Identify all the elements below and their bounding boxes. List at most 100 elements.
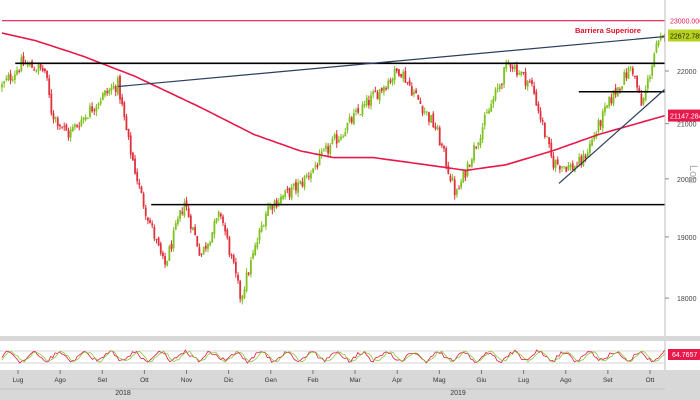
month-label: Giu bbox=[476, 377, 487, 384]
candle-body bbox=[333, 134, 336, 139]
candle-body bbox=[303, 176, 306, 188]
candle-body bbox=[127, 128, 130, 137]
candle-body bbox=[419, 100, 422, 104]
time-axis: Lug Ago Set Ott Nov Dic Gen Feb Mar Apr Mag Giu Lug A… bbox=[0, 370, 665, 397]
candle-body bbox=[147, 217, 149, 221]
candle-body bbox=[623, 72, 626, 85]
candle-body bbox=[166, 260, 169, 266]
candle-body bbox=[320, 151, 323, 156]
time-axis-bg bbox=[0, 370, 700, 400]
barrier-annotation: Barriera Superiore bbox=[575, 26, 641, 35]
candle-body bbox=[455, 189, 458, 195]
candle-body bbox=[314, 165, 317, 167]
candle-body bbox=[619, 89, 621, 91]
month-label: Lug bbox=[13, 377, 24, 384]
candle-body bbox=[370, 95, 372, 106]
candle-body bbox=[586, 152, 589, 158]
candle-body bbox=[541, 120, 544, 122]
candle-body bbox=[383, 86, 385, 93]
month-label: Ott bbox=[646, 377, 655, 384]
month-label: Feb bbox=[307, 377, 319, 384]
candle-body bbox=[260, 225, 263, 232]
candle-body bbox=[91, 106, 94, 112]
top-price-label: 23000.0000 bbox=[670, 19, 700, 26]
candle-body bbox=[653, 54, 656, 68]
candle-body bbox=[443, 146, 445, 149]
candle-body bbox=[215, 218, 218, 223]
candle-body bbox=[192, 227, 194, 231]
candle-body bbox=[286, 188, 289, 190]
candle-body bbox=[252, 253, 254, 259]
candle-body bbox=[170, 243, 173, 250]
candle-body bbox=[528, 81, 531, 83]
candle-body bbox=[204, 245, 207, 249]
candle-body bbox=[638, 88, 641, 93]
candle-body bbox=[357, 108, 360, 113]
candle-body bbox=[348, 117, 351, 122]
month-label: Lug bbox=[518, 377, 529, 384]
candle-body bbox=[374, 90, 377, 93]
candle-body bbox=[31, 61, 33, 68]
candle-body bbox=[376, 92, 379, 100]
candle-body bbox=[230, 255, 233, 257]
last-price-label: 22672.7891 bbox=[670, 34, 700, 41]
candle-body bbox=[316, 164, 319, 168]
candle-body bbox=[451, 178, 454, 180]
candle-body bbox=[460, 181, 463, 188]
candle-body bbox=[629, 67, 632, 69]
candle-body bbox=[297, 182, 299, 193]
candle-body bbox=[33, 69, 36, 71]
candle-body bbox=[509, 63, 512, 68]
candle-body bbox=[526, 81, 529, 87]
candle-body bbox=[258, 229, 261, 241]
candle-body bbox=[423, 111, 426, 113]
candle-body bbox=[271, 205, 274, 210]
candle-body bbox=[39, 63, 42, 68]
candle-body bbox=[241, 295, 244, 301]
candle-body bbox=[501, 84, 503, 86]
candle-body bbox=[372, 91, 375, 95]
candle-body bbox=[106, 91, 109, 94]
candle-body bbox=[89, 106, 91, 117]
candle-body bbox=[470, 159, 473, 167]
candle-body bbox=[164, 256, 166, 265]
candle-body bbox=[63, 126, 66, 128]
candle-body bbox=[288, 188, 291, 197]
candle-body bbox=[473, 145, 475, 161]
month-label: Ago bbox=[560, 377, 572, 384]
candle-body bbox=[262, 225, 265, 227]
month-label: Mag bbox=[433, 377, 446, 384]
candle-body bbox=[498, 85, 501, 90]
candle-body bbox=[301, 181, 304, 187]
candle-body bbox=[385, 88, 387, 90]
candle-body bbox=[307, 176, 310, 178]
candle-body bbox=[634, 76, 636, 78]
candle-body bbox=[142, 193, 145, 207]
candle-body bbox=[189, 215, 192, 230]
candle-body bbox=[114, 86, 117, 92]
month-label: Set bbox=[97, 377, 107, 384]
candle-body bbox=[119, 75, 121, 100]
candle-body bbox=[368, 100, 370, 106]
candle-body bbox=[28, 63, 31, 66]
candle-body bbox=[567, 165, 570, 170]
candle-body bbox=[604, 106, 606, 113]
candle-body bbox=[151, 223, 154, 226]
candle-body bbox=[503, 67, 505, 85]
candle-body bbox=[404, 71, 407, 83]
y-tick-label: 18000 bbox=[677, 296, 697, 303]
candle-body bbox=[277, 202, 280, 206]
candle-body bbox=[35, 70, 38, 72]
candle-body bbox=[571, 163, 574, 171]
candle-body bbox=[101, 93, 104, 100]
candle-body bbox=[359, 114, 362, 116]
year-label: 2018 bbox=[115, 390, 131, 397]
candle-body bbox=[187, 208, 190, 218]
candle-body bbox=[644, 89, 647, 101]
candle-body bbox=[181, 211, 184, 214]
candle-body bbox=[3, 81, 6, 84]
candle-body bbox=[162, 252, 164, 257]
candle-body bbox=[207, 243, 209, 249]
month-label: Ago bbox=[54, 377, 66, 384]
